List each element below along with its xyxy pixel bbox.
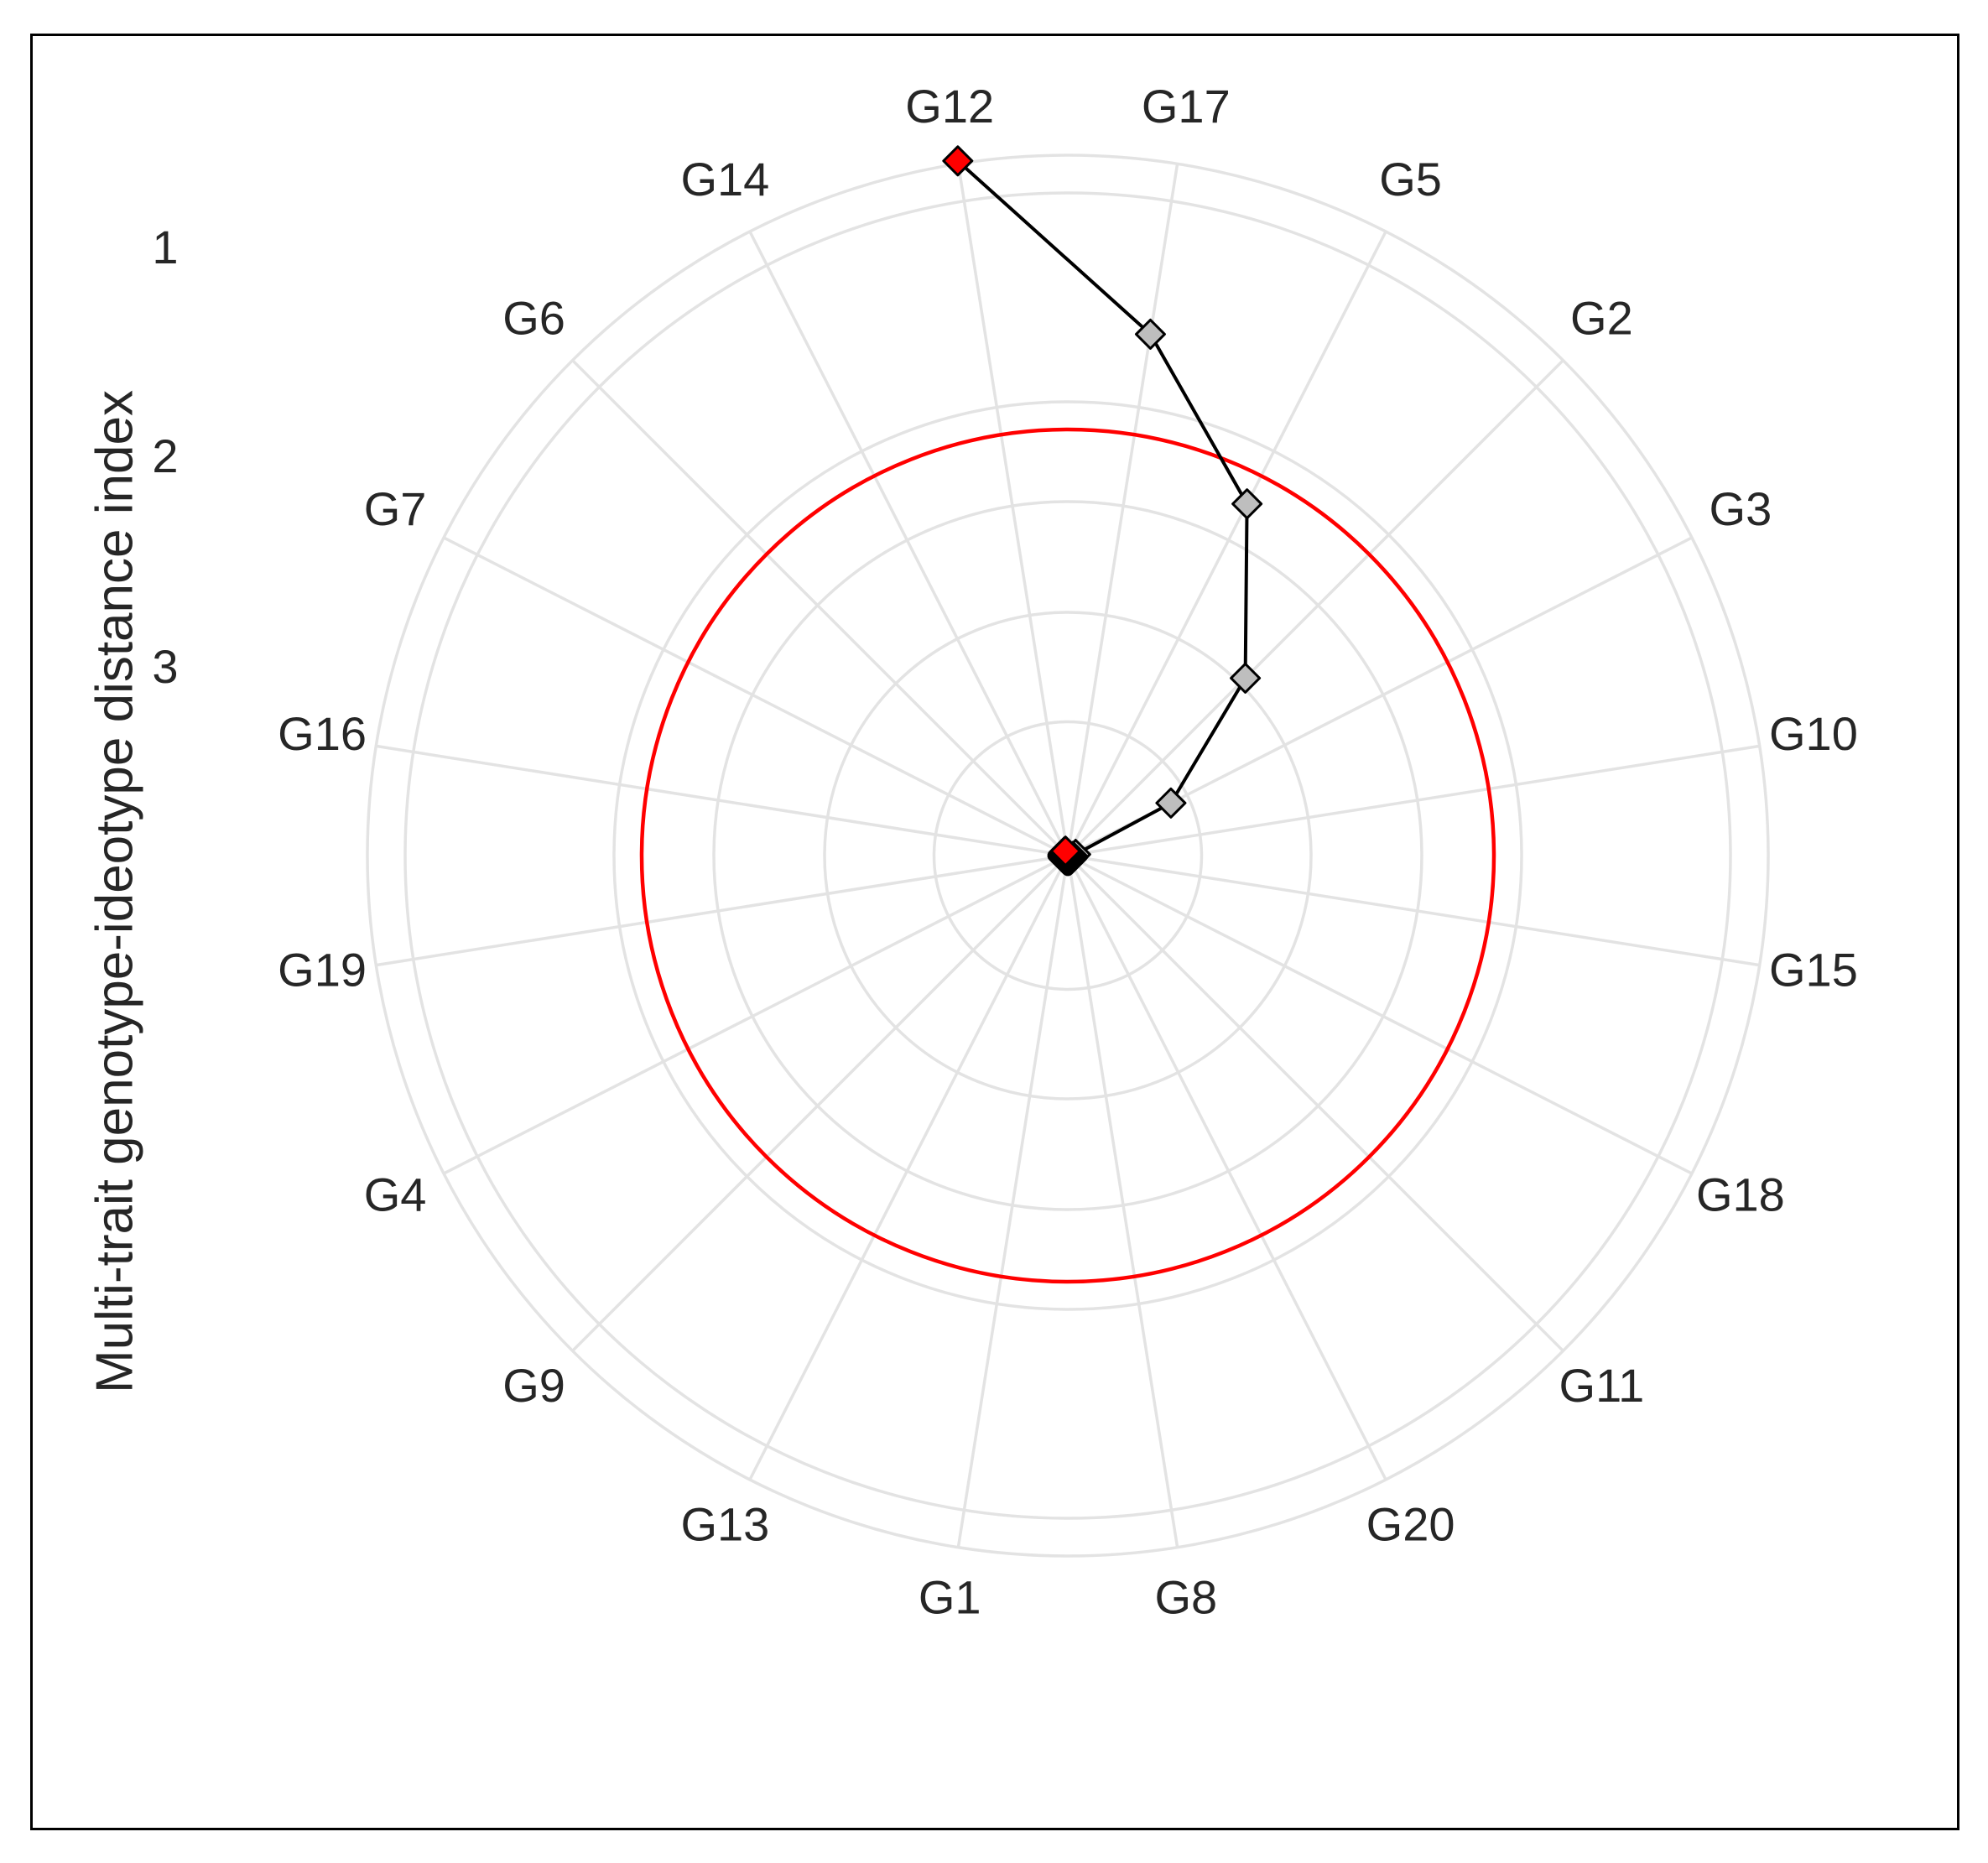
- data-point-g12: [942, 145, 974, 177]
- grid-spoke: [443, 854, 1069, 1175]
- category-label: G4: [364, 1168, 427, 1220]
- radial-tick-label: 1: [152, 221, 178, 273]
- radar-grid: [366, 154, 1770, 1558]
- data-point-g14: [1049, 835, 1081, 867]
- category-label: G17: [1142, 80, 1231, 133]
- category-label: G3: [1710, 482, 1772, 535]
- grid-circle: [366, 154, 1770, 1558]
- category-label: G11: [1559, 1359, 1645, 1412]
- grid-spoke: [748, 855, 1069, 1481]
- radial-tick-label: 3: [152, 640, 178, 693]
- category-label: G6: [502, 291, 565, 344]
- grid-spoke: [1067, 854, 1693, 1175]
- data-point-g3: [1155, 787, 1187, 819]
- grid-spoke: [376, 854, 1069, 967]
- grid-spoke: [1066, 854, 1564, 1352]
- y-axis-label: Multi-trait genotype-ideotype distance i…: [86, 390, 143, 1393]
- grid-spoke: [376, 744, 1069, 857]
- radar-chart: G12 G17 G5 G2 G3 G10 G15 G18 G11 G20 G8 G1 G13 G9 G4 G1…: [86, 80, 1858, 1624]
- category-label: G7: [364, 482, 427, 535]
- radial-tick-labels: 1 2 3: [152, 221, 178, 693]
- grid-spoke: [1067, 744, 1760, 857]
- grid-circle: [403, 191, 1732, 1520]
- grid-spoke: [1066, 164, 1179, 856]
- grid-circle: [823, 611, 1313, 1101]
- data-point-g17: [1134, 318, 1166, 350]
- grid-circle: [932, 720, 1204, 991]
- category-label: G20: [1366, 1498, 1455, 1551]
- grid-spoke: [956, 164, 1069, 856]
- category-labels: G12 G17 G5 G2 G3 G10 G15 G18 G11 G20 G8 G1 G13 G9 G4 G1…: [278, 80, 1858, 1624]
- selection-cutpoint-circle: [639, 427, 1496, 1284]
- category-label: G10: [1769, 707, 1858, 760]
- grid-spoke: [956, 855, 1069, 1548]
- radial-tick-label: 2: [152, 429, 178, 482]
- category-label: G14: [680, 153, 769, 206]
- grid-spoke: [1066, 231, 1387, 856]
- category-label: G1: [919, 1571, 981, 1624]
- category-label: G9: [502, 1359, 565, 1412]
- grid-spoke: [571, 854, 1069, 1352]
- category-label: G18: [1696, 1168, 1785, 1220]
- grid-circle: [612, 400, 1523, 1311]
- grid-spoke: [1066, 359, 1564, 857]
- category-label: G5: [1379, 153, 1442, 206]
- grid-spoke: [443, 536, 1069, 857]
- chart-frame: G12 G17 G5 G2 G3 G10 G15 G18 G11 G20 G8 G1 G13 G9 G4 G1…: [30, 34, 1959, 1830]
- data-point-g2: [1230, 662, 1262, 694]
- grid-spoke: [748, 231, 1069, 856]
- category-label: G13: [680, 1498, 769, 1551]
- data-points: [942, 145, 1263, 877]
- grid-spoke: [1067, 854, 1760, 967]
- category-label: G15: [1769, 944, 1858, 997]
- category-label: G8: [1154, 1571, 1217, 1624]
- grid-spoke: [1066, 855, 1387, 1481]
- category-label: G19: [278, 944, 367, 997]
- category-label: G12: [905, 80, 994, 133]
- data-point-g5: [1231, 488, 1263, 520]
- series-line: [956, 159, 1249, 862]
- grid-circle: [712, 500, 1423, 1211]
- grid-spoke: [1066, 855, 1179, 1548]
- grid-spoke: [571, 359, 1069, 857]
- category-label: G16: [278, 707, 367, 760]
- category-label: G2: [1570, 291, 1633, 344]
